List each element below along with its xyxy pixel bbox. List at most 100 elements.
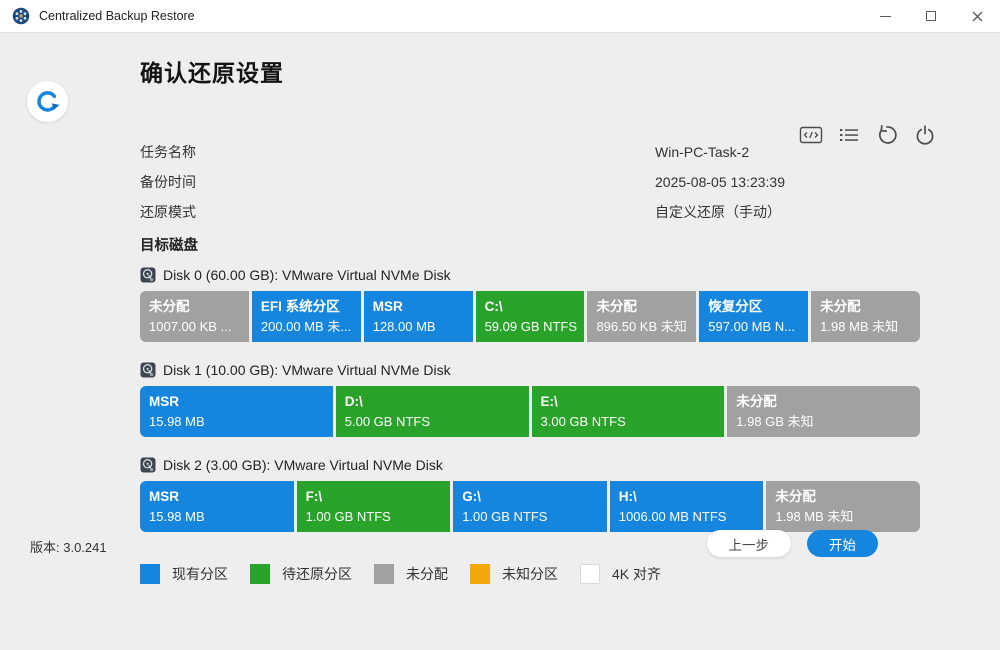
restore-logo <box>27 81 68 122</box>
partition-existing[interactable]: MSR 128.00 MB <box>363 291 473 342</box>
disk-bar[interactable]: 未分配 1007.00 KB ... EFI 系统分区 200.00 MB 未... M… <box>140 291 921 342</box>
minimize-icon <box>879 15 891 17</box>
partition-name: H:\ <box>618 489 637 504</box>
legend-item-unallocated: 未分配 <box>374 564 448 584</box>
partition-existing[interactable]: EFI 系统分区 200.00 MB 未... <box>251 291 361 342</box>
disk-bar[interactable]: MSR 15.98 MB F:\ 1.00 GB NTFS G:\ 1.00 GB NTF… <box>140 481 920 532</box>
partition-name: MSR <box>149 394 179 409</box>
partition-size: 1.98 MB 未知 <box>820 319 899 334</box>
minimize-button[interactable] <box>862 0 908 32</box>
partition-existing[interactable]: MSR 15.98 MB <box>140 481 294 532</box>
partition-size: 5.00 GB NTFS <box>344 414 430 429</box>
restore-arrow-icon <box>37 91 60 112</box>
maximize-icon <box>926 11 936 21</box>
hard-disk-icon <box>140 457 156 473</box>
disk-label: Disk 0 (60.00 GB): VMware Virtual NVMe D… <box>163 267 451 283</box>
toolbar <box>799 123 937 147</box>
legend-swatch-unallocated <box>374 564 394 584</box>
info-label: 任务名称 <box>140 144 196 160</box>
partition-existing[interactable]: 恢复分区 597.00 MB N... <box>699 291 809 342</box>
legend-label: 未分配 <box>406 566 448 582</box>
partition-legend: 现有分区 待还原分区 未分配 未知分区 4K 对齐 <box>140 564 920 584</box>
console-window-button[interactable] <box>799 123 823 147</box>
legend-item-existing: 现有分区 <box>140 564 228 584</box>
partition-size: 1006.00 MB NTFS <box>618 509 727 524</box>
footer-buttons: 上一步 开始 <box>706 530 878 557</box>
partition-name: 未分配 <box>820 299 861 314</box>
disk-2: Disk 2 (3.00 GB): VMware Virtual NVMe Di… <box>140 453 920 532</box>
legend-item-align4k: 4K 对齐 <box>580 564 661 584</box>
info-label: 备份时间 <box>140 174 196 190</box>
power-icon <box>916 125 934 145</box>
partition-name: G:\ <box>462 489 481 504</box>
info-label: 还原模式 <box>140 204 196 220</box>
info-row: 备份时间 2025-08-05 13:23:39 <box>140 167 920 197</box>
disk-header: Disk 0 (60.00 GB): VMware Virtual NVMe D… <box>140 263 920 287</box>
partition-name: MSR <box>372 299 403 314</box>
partition-name: D:\ <box>344 394 363 409</box>
partition-existing[interactable]: G:\ 1.00 GB NTFS <box>453 481 607 532</box>
partition-name: E:\ <box>540 394 558 409</box>
legend-label: 4K 对齐 <box>612 566 662 582</box>
partition-unallocated[interactable]: 未分配 1007.00 KB ... <box>140 291 249 342</box>
partition-size: 15.98 MB <box>149 509 205 524</box>
partition-restore[interactable]: C:\ 59.09 GB NTFS <box>475 291 585 342</box>
close-button[interactable] <box>954 0 1000 32</box>
legend-item-restore: 待还原分区 <box>250 564 352 584</box>
content-area: 确认还原设置 <box>0 57 1000 650</box>
partition-size: 200.00 MB 未... <box>260 319 352 334</box>
partition-name: 未分配 <box>149 299 190 314</box>
partition-name: 未分配 <box>775 489 816 504</box>
partition-unallocated[interactable]: 未分配 1.98 GB 未知 <box>727 386 920 437</box>
partition-name: 未分配 <box>596 299 637 314</box>
partition-size: 1.00 GB NTFS <box>462 509 548 524</box>
partition-unallocated[interactable]: 未分配 896.50 KB 未知 <box>587 291 697 342</box>
partition-unallocated[interactable]: 未分配 1.98 MB 未知 <box>811 291 921 342</box>
disk-list: Disk 0 (60.00 GB): VMware Virtual NVMe D… <box>140 263 921 532</box>
hard-disk-icon <box>140 267 156 283</box>
app-icon <box>12 7 30 25</box>
partition-size: 1.98 GB 未知 <box>736 414 814 429</box>
info-value: 自定义还原（手动） <box>655 204 781 220</box>
task-list-icon <box>840 129 858 141</box>
partition-existing[interactable]: H:\ 1006.00 MB NTFS <box>609 481 764 532</box>
power-button[interactable] <box>913 123 937 147</box>
legend-swatch-align4k <box>580 564 600 584</box>
close-icon <box>972 11 982 21</box>
task-list-button[interactable] <box>837 123 861 147</box>
restore-summary: 任务名称 Win-PC-Task-2 备份时间 2025-08-05 13:23:39… <box>140 137 920 227</box>
app-title: Centralized Backup Restore <box>39 9 195 23</box>
partition-size: 15.98 MB <box>149 414 205 429</box>
legend-swatch-existing <box>140 564 160 584</box>
info-row: 还原模式 自定义还原（手动） <box>140 197 920 227</box>
maximize-button[interactable] <box>908 0 954 32</box>
legend-label: 未知分区 <box>502 566 558 582</box>
partition-size: 1007.00 KB ... <box>149 319 232 334</box>
partition-size: 896.50 KB 未知 <box>596 319 687 334</box>
partition-size: 1.98 MB 未知 <box>775 509 854 524</box>
partition-existing[interactable]: MSR 15.98 MB <box>140 386 333 437</box>
partition-size: 128.00 MB <box>372 319 436 334</box>
partition-restore[interactable]: E:\ 3.00 GB NTFS <box>531 386 725 437</box>
partition-size: 3.00 GB NTFS <box>540 414 626 429</box>
start-button[interactable]: 开始 <box>807 530 878 557</box>
disk-0: Disk 0 (60.00 GB): VMware Virtual NVMe D… <box>140 263 921 342</box>
back-button[interactable]: 上一步 <box>706 530 791 557</box>
partition-unallocated[interactable]: 未分配 1.98 MB 未知 <box>766 481 920 532</box>
target-disk-section-title: 目标磁盘 <box>140 238 198 254</box>
partition-restore[interactable]: F:\ 1.00 GB NTFS <box>296 481 451 532</box>
hard-disk-icon <box>140 362 156 378</box>
partition-name: C:\ <box>484 299 503 314</box>
disk-bar[interactable]: MSR 15.98 MB D:\ 5.00 GB NTFS E:\ 3.00 GB NTF… <box>140 386 920 437</box>
undo-restore-button[interactable] <box>875 123 899 147</box>
partition-restore[interactable]: D:\ 5.00 GB NTFS <box>335 386 529 437</box>
partition-size: 59.09 GB NTFS <box>484 319 578 334</box>
titlebar: Centralized Backup Restore <box>0 0 1000 33</box>
legend-swatch-restore <box>250 564 270 584</box>
info-value: 2025-08-05 13:23:39 <box>655 174 785 190</box>
version-text: 版本: 3.0.241 <box>30 540 107 555</box>
undo-restore-icon <box>879 124 897 144</box>
partition-name: 恢复分区 <box>708 299 763 314</box>
console-window-icon <box>799 126 823 144</box>
legend-label: 待还原分区 <box>282 566 352 582</box>
